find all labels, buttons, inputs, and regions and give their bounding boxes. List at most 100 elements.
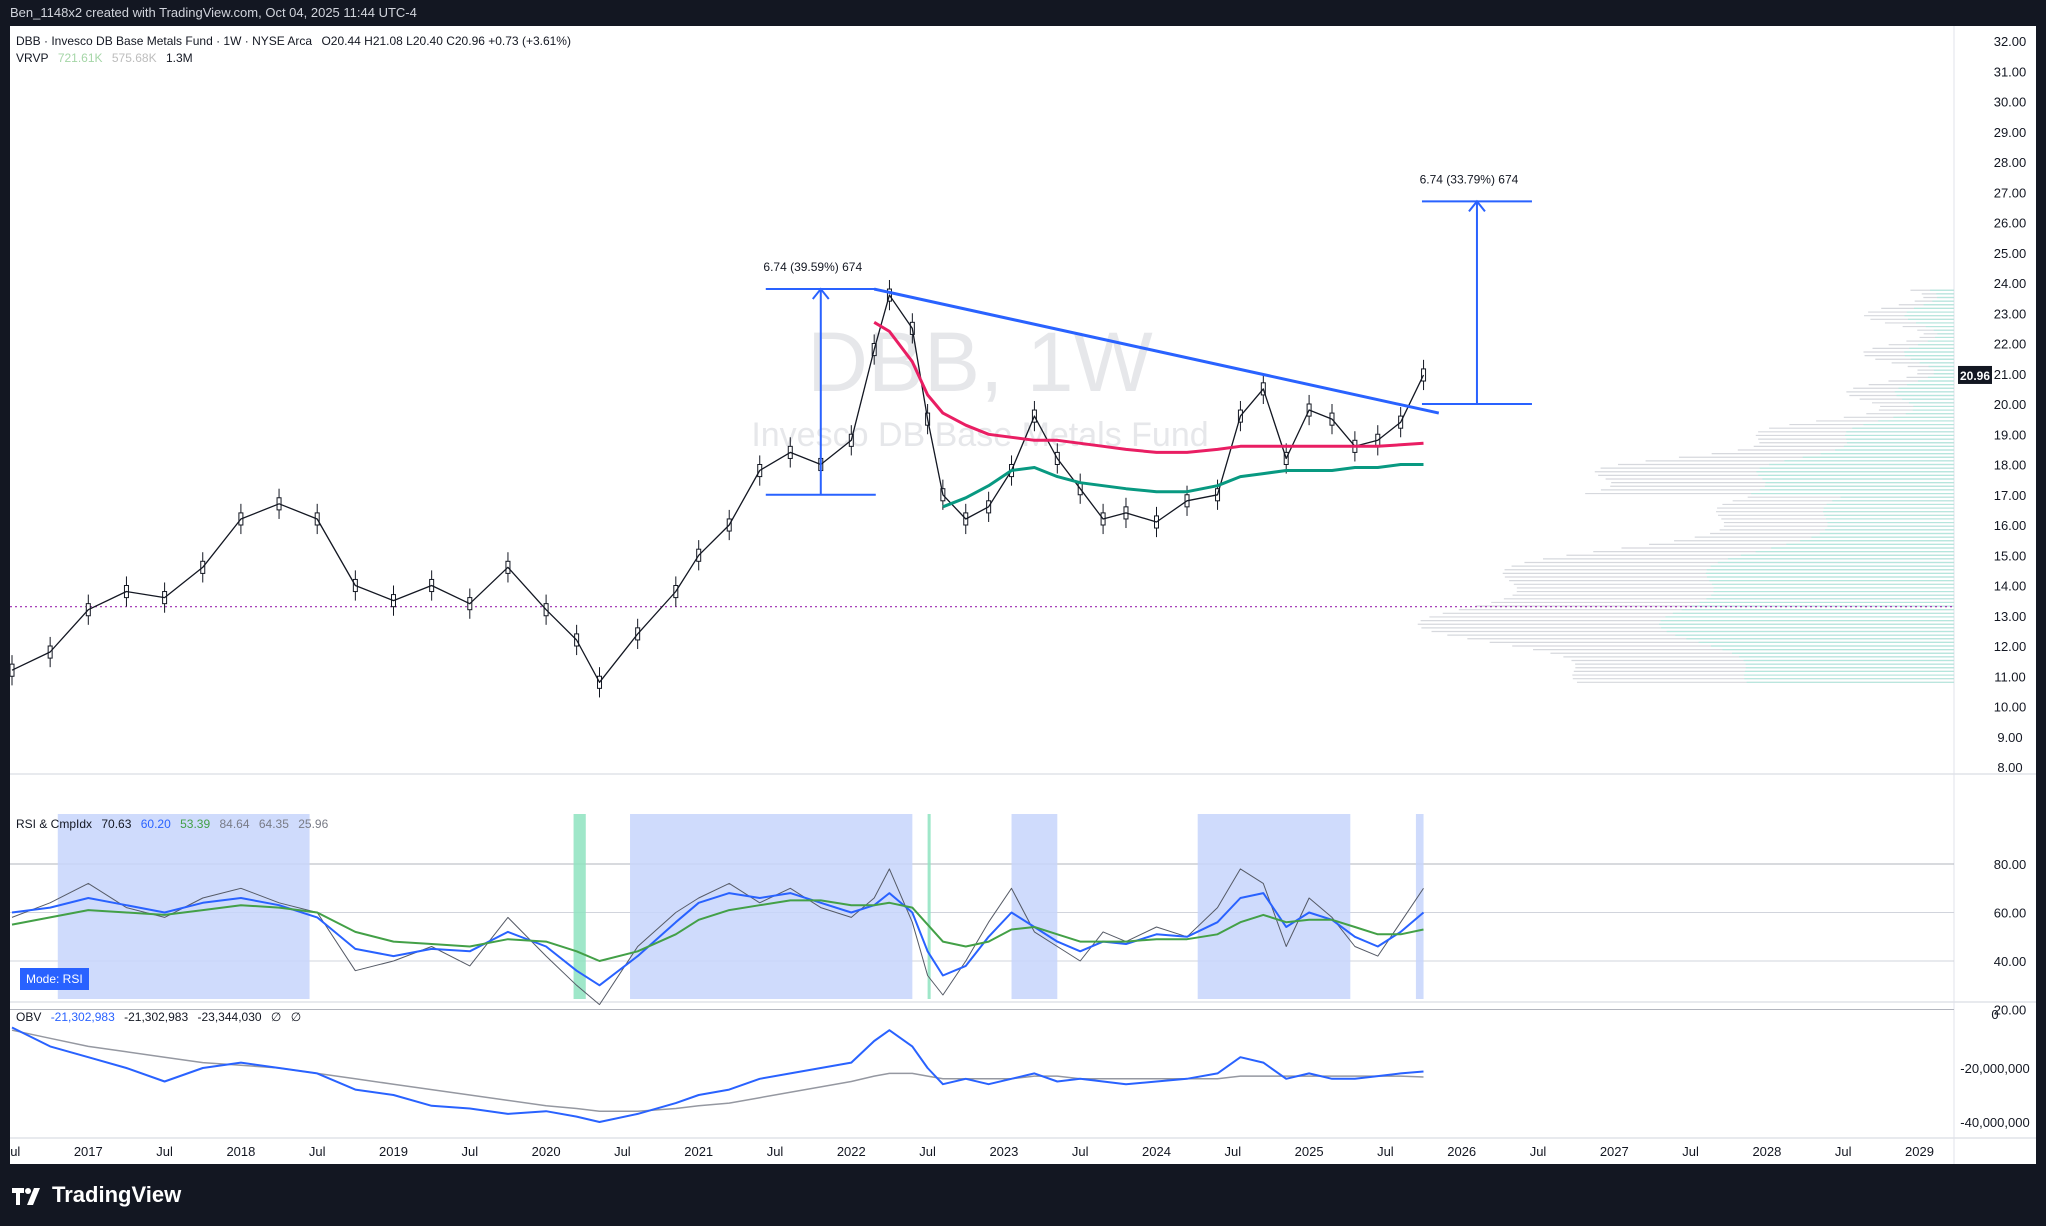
rsi-v6: 25.96 (298, 817, 329, 831)
chart-canvas[interactable]: DBB, 1W Invesco DB Base Metals Fund 32.0… (4, 26, 2036, 1164)
time-tick-label: 2025 (1295, 1144, 1324, 1159)
measure-left-label: 6.74 (39.59%) 674 (763, 260, 862, 274)
price-tick-label: 32.00 (1994, 34, 2027, 49)
volume-profile (1417, 289, 1954, 683)
footer: TradingView (0, 1164, 2046, 1226)
price-tick-label: 13.00 (1994, 609, 2027, 624)
vrvp-v3: 1.3M (165, 51, 193, 65)
time-tick-label: 2028 (1752, 1144, 1781, 1159)
time-tick-label: 2022 (837, 1144, 866, 1159)
time-tick-label: Jul (1835, 1144, 1852, 1159)
legend-ohlc: O20.44 H21.08 L20.40 C20.96 +0.73 (+3.61… (321, 34, 571, 48)
rsi-shade-region (573, 814, 586, 999)
tradingview-logo[interactable]: TradingView (12, 1182, 181, 1208)
obv-v4: ∅ (270, 1010, 282, 1024)
obv-v1: -21,302,983 (50, 1010, 115, 1024)
time-tick-label: 2026 (1447, 1144, 1476, 1159)
price-tick-label: 10.00 (1994, 700, 2027, 715)
rsi-v1: 70.63 (101, 817, 132, 831)
time-tick-label: 2017 (74, 1144, 103, 1159)
obv-v5: ∅ (290, 1010, 302, 1024)
price-tick-label: 15.00 (1994, 548, 2027, 563)
obv-line (11, 1026, 1424, 1123)
obv-v2: -21,302,983 (124, 1010, 189, 1024)
legend-obv[interactable]: OBV -21,302,983 -21,302,983 -23,344,030 … (16, 1010, 307, 1024)
price-tick-label: 31.00 (1994, 64, 2027, 79)
rsi-v2: 60.20 (140, 817, 171, 831)
price-tick-label: 25.00 (1994, 246, 2027, 261)
rsi-v5: 64.35 (258, 817, 289, 831)
measure-left-arrow (811, 287, 830, 300)
measure-right-arrow (1468, 199, 1486, 212)
brand-name: TradingView (52, 1182, 182, 1207)
rsi-shade-region (1011, 814, 1058, 999)
time-tick-label: Jul (1377, 1144, 1394, 1159)
legend-rsi[interactable]: RSI & CmpIdx 70.63 60.20 53.39 84.64 64.… (16, 817, 334, 831)
ma-red-line (873, 321, 1424, 454)
price-tick-label: 22.00 (1994, 337, 2027, 352)
price-tick-label: 8.00 (1997, 760, 2022, 775)
legend-main: DBB · Invesco DB Base Metals Fund · 1W ·… (16, 34, 577, 48)
chart-caption: Ben_1148x2 created with TradingView.com,… (10, 5, 417, 20)
rsi-tick-label: 20.00 (1994, 1003, 2027, 1018)
vrvp-v2: 575.68K (111, 51, 157, 65)
price-tick-label: 20.00 (1994, 397, 2027, 412)
price-tick-label: 11.00 (1994, 669, 2026, 684)
obv-tick-label: -20,000,000 (1960, 1061, 2029, 1076)
price-tick-label: 27.00 (1994, 185, 2027, 200)
rsi-shade-region (927, 814, 931, 999)
obv-tick-label: -40,000,000 (1960, 1115, 2029, 1130)
price-tick-label: 16.00 (1994, 518, 2027, 533)
rsi-tick-label: 40.00 (1994, 954, 2027, 969)
last-price-badge (1958, 365, 1992, 384)
rsi-name: RSI & CmpIdx (16, 817, 93, 831)
time-tick-label: 2029 (1905, 1144, 1934, 1159)
obv-v3: -23,344,030 (197, 1010, 262, 1024)
trendline (873, 287, 1440, 415)
price-tick-label: 21.00 (1994, 367, 2027, 382)
time-tick-label: Jul (767, 1144, 784, 1159)
rsi-v3: 53.39 (180, 817, 211, 831)
tradingview-logo-icon (12, 1188, 40, 1205)
mode-badge[interactable]: Mode: RSI (20, 968, 89, 990)
time-tick-label: 2023 (989, 1144, 1018, 1159)
time-tick-label: Jul (1682, 1144, 1699, 1159)
last-price-label: 20.96 (1960, 369, 1990, 383)
time-tick-label: 2024 (1142, 1144, 1171, 1159)
ma-green-line (942, 463, 1424, 509)
price-tick-label: 30.00 (1994, 95, 2027, 110)
price-tick-label: 12.00 (1994, 639, 2027, 654)
rsi-tick-label: 60.00 (1994, 906, 2027, 921)
time-tick-label: Jul (309, 1144, 326, 1159)
time-tick-label: 2020 (532, 1144, 561, 1159)
price-tick-label: 24.00 (1994, 276, 2027, 291)
legend-vrvp[interactable]: VRVP 721.61K 575.68K 1.3M (16, 51, 199, 65)
price-tick-label: 29.00 (1994, 125, 2027, 140)
price-tick-label: 28.00 (1994, 155, 2027, 170)
time-tick-label: Jul (1530, 1144, 1547, 1159)
price-tick-label: 14.00 (1994, 579, 2027, 594)
time-tick-label: Jul (156, 1144, 173, 1159)
time-tick-label: Jul (461, 1144, 478, 1159)
measure-right-label: 6.74 (33.79%) 674 (1420, 172, 1519, 186)
time-tick-label: Jul (1224, 1144, 1241, 1159)
time-tick-label: Jul (614, 1144, 631, 1159)
vrvp-v1: 721.61K (57, 51, 103, 65)
chart-frame[interactable]: DBB, 1W Invesco DB Base Metals Fund 32.0… (4, 26, 2036, 1164)
rsi-v4: 84.64 (219, 817, 250, 831)
rsi-tick-label: 80.00 (1994, 857, 2027, 872)
obv-name: OBV (16, 1010, 42, 1024)
price-tick-label: 23.00 (1994, 306, 2027, 321)
price-tick-label: 18.00 (1994, 458, 2027, 473)
time-tick-label: 2021 (684, 1144, 713, 1159)
rsi-shade-region (630, 814, 913, 999)
time-tick-label: 2019 (379, 1144, 408, 1159)
rsi-shade-region (1415, 814, 1424, 999)
obv-ma-line (11, 1029, 1424, 1112)
time-tick-label: Jul (919, 1144, 936, 1159)
time-tick-label: 2027 (1600, 1144, 1629, 1159)
rsi-signal-line (11, 899, 1424, 962)
price-tick-label: 9.00 (1997, 730, 2022, 745)
watermark-symbol: DBB, 1W (807, 315, 1152, 409)
rsi-shade-region (1197, 814, 1351, 999)
